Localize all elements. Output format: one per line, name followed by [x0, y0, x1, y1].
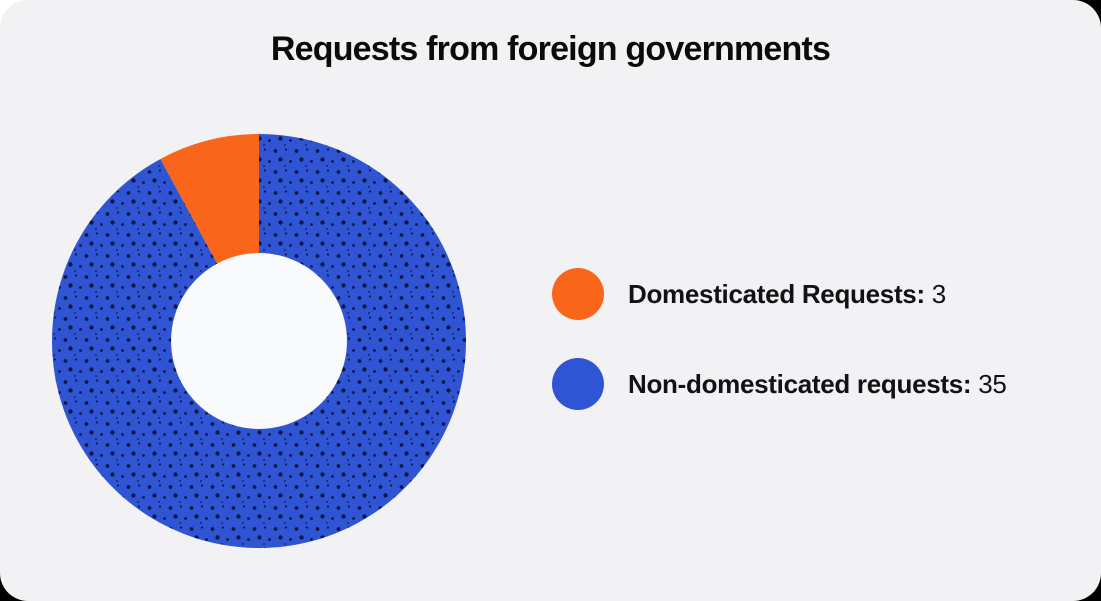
legend-item-value: 3	[931, 278, 946, 309]
donut-hole	[171, 253, 347, 429]
legend-item-value: 35	[978, 368, 1007, 399]
legend-item: Domesticated Requests: 3	[552, 268, 1007, 320]
legend-item-text: Domesticated Requests: 3	[628, 279, 946, 310]
legend-item-text: Non-domesticated requests: 35	[628, 369, 1007, 400]
legend-item-label: Domesticated Requests:	[628, 278, 925, 309]
legend-item-label: Non-domesticated requests:	[628, 368, 972, 399]
halftone-texture-overlay	[52, 134, 467, 548]
donut-slice-domesticated-requests	[160, 134, 259, 264]
legend-marker-circle	[552, 358, 604, 410]
legend-item: Non-domesticated requests: 35	[552, 358, 1007, 410]
chart-legend: Domesticated Requests: 3 Non-domesticate…	[552, 268, 1007, 448]
chart-title: Requests from foreign governments	[270, 30, 831, 68]
legend-marker-circle	[552, 268, 604, 320]
